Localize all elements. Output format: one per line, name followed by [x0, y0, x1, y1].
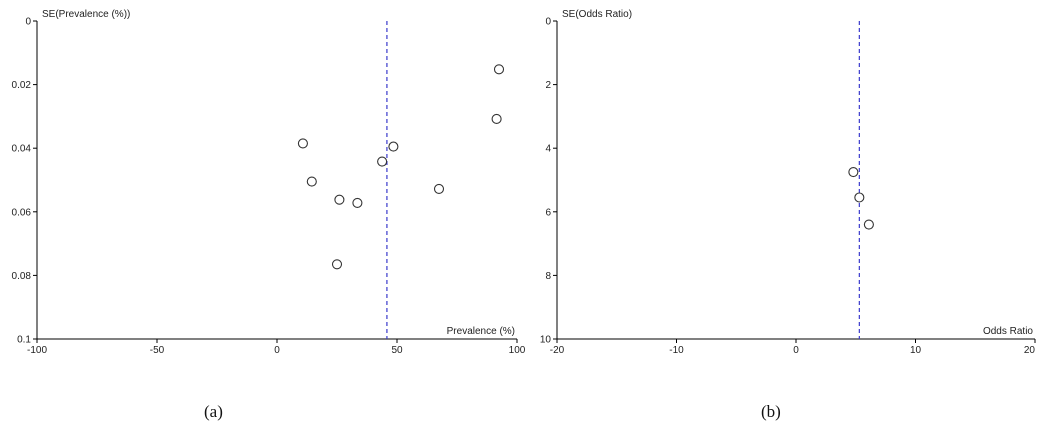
panel-a-plot: 0 0.02 0.04 0.06 0.08 0.1-100 -50 0 50 100 SE(Prev…: [12, 9, 526, 356]
panel-a-x-tick-label: 0: [274, 345, 280, 356]
panel-b-study-point: [854, 192, 865, 203]
panel-b-study-point: [848, 167, 859, 178]
panel-a-study-point: [306, 176, 317, 187]
panel-b-x-tick-label: -20: [550, 345, 565, 356]
panel-a-study-point: [493, 64, 505, 75]
panel-b-y-tick-label: 6: [545, 207, 551, 218]
panel-a-study-point: [334, 194, 345, 205]
panel-a-x-tick-label: 100: [509, 345, 526, 356]
panel-a-y-tick-label: 0.06: [12, 207, 32, 218]
panel-b-caption: (b): [761, 402, 781, 421]
panel-a-y-tick-label: 0.04: [12, 144, 32, 155]
funnel-plots-figure: 00.020.040.060.080.1-100 -50 0 50 100SE(Prev…: [12, 9, 1036, 356]
panel-a-study-point: [352, 197, 363, 208]
panel-b-y-tick-label: 2: [545, 80, 551, 91]
panel-a-x-axis-title: Prevalence (%): [447, 326, 515, 337]
panel-a-caption: (a): [204, 402, 223, 421]
panel-a-x-tick-label: -100: [27, 345, 47, 356]
panel-b-x-tick-label: 10: [910, 345, 922, 356]
panel-b-y-axis-title: SE(Odds Ratio): [562, 9, 632, 20]
panel-a-y-tick-label: 0.1: [17, 335, 31, 346]
panel-a-y-tick-label: 0.08: [12, 271, 32, 282]
panel-b-y-tick-label: 10: [540, 335, 552, 346]
panel-a-y-tick-label: 0: [25, 17, 31, 28]
panel-a-y-axis-title: SE(Prevalence (%)): [42, 9, 130, 20]
panel-a-study-point: [297, 138, 308, 149]
panel-b-x-tick-label: 20: [1024, 345, 1036, 356]
panel-a-study-point: [377, 156, 388, 167]
panel-b-x-tick-label: -10: [669, 345, 684, 356]
panel-b-x-axis-title: Odds Ratio: [983, 326, 1033, 337]
panel-a-y-tick-label: 0.02: [12, 80, 32, 91]
panel-a-study-point: [433, 183, 445, 194]
panel-b-y-tick-label: 4: [545, 144, 551, 155]
panel-b-y-tick-label: 8: [545, 271, 551, 282]
panel-a-study-point: [331, 259, 343, 270]
panel-b-study-point: [863, 219, 874, 230]
panel-b-y-tick-label: 0: [545, 17, 551, 28]
panel-a-study-point: [491, 113, 502, 124]
panel-a-x-tick-label: 50: [391, 345, 403, 356]
panel-b-x-tick-label: 0: [793, 345, 799, 356]
panel-a-study-point: [388, 141, 399, 152]
panel-a-x-tick-label: -50: [150, 345, 165, 356]
